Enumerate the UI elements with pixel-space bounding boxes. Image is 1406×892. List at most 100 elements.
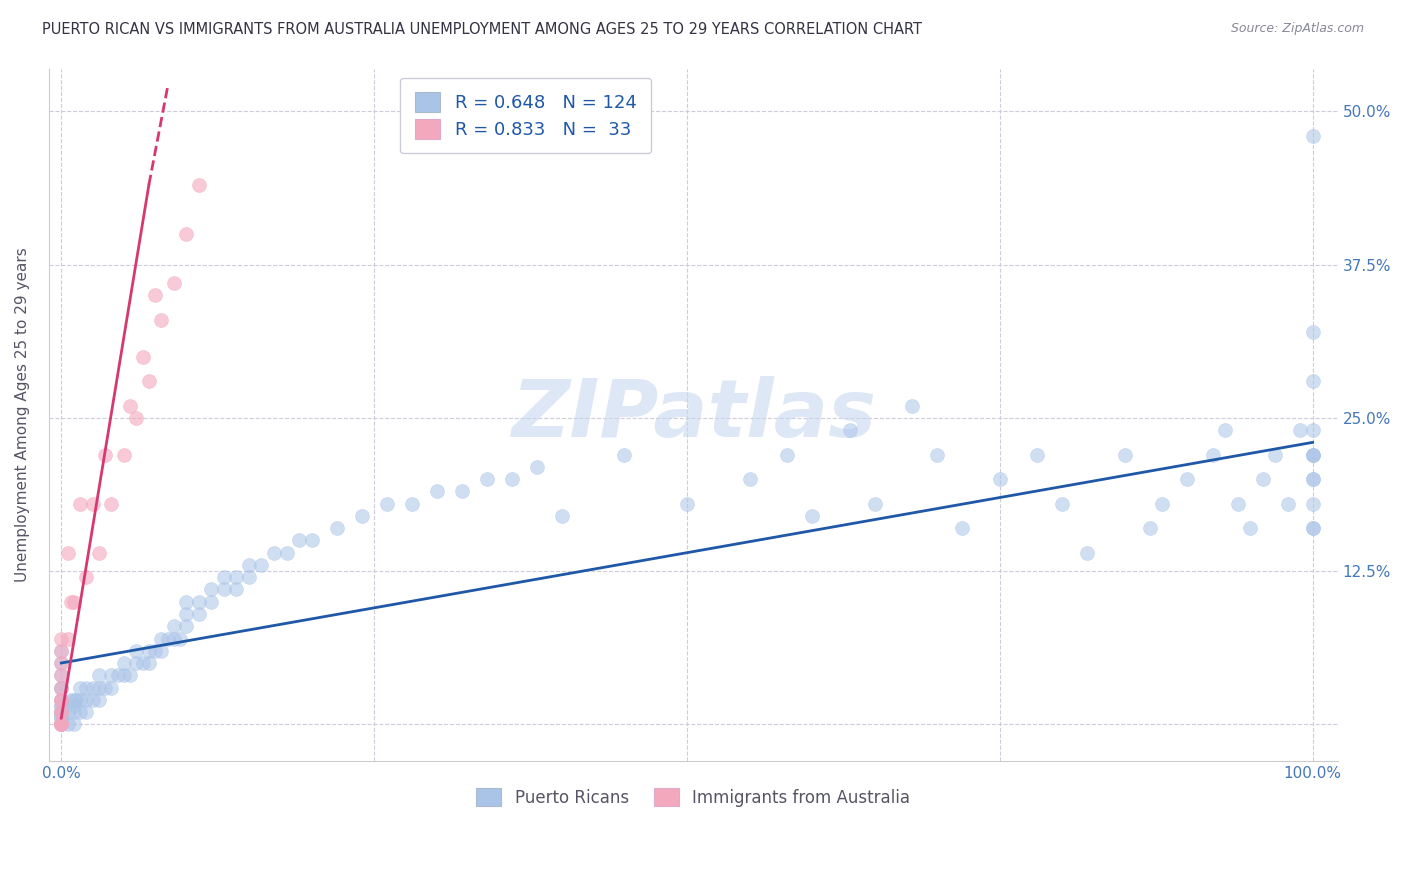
Point [56, 717, 79, 731]
Point [56, 705, 79, 719]
Point [51, 668, 73, 682]
Point [225, 582, 247, 597]
Point [51, 717, 73, 731]
Point [100, 497, 122, 511]
Point [501, 472, 523, 486]
Point [87, 668, 110, 682]
Point [51, 693, 73, 707]
Point [51, 681, 73, 695]
Legend: Puerto Ricans, Immigrants from Australia: Puerto Ricans, Immigrants from Australia [468, 780, 918, 815]
Point [51, 717, 73, 731]
Point [1052, 497, 1074, 511]
Point [75, 705, 97, 719]
Point [51, 681, 73, 695]
Point [238, 570, 260, 584]
Point [87, 681, 110, 695]
Point [950, 521, 973, 535]
Point [150, 313, 173, 327]
Point [475, 472, 498, 486]
Point [1289, 423, 1312, 437]
Point [51, 693, 73, 707]
Point [75, 681, 97, 695]
Point [107, 668, 129, 682]
Point [69, 681, 91, 695]
Point [65, 693, 87, 707]
Point [51, 717, 73, 731]
Point [51, 698, 73, 713]
Point [187, 607, 209, 621]
Point [51, 693, 73, 707]
Point [69, 705, 91, 719]
Point [150, 632, 173, 646]
Point [138, 374, 160, 388]
Point [263, 546, 285, 560]
Point [75, 693, 97, 707]
Point [1302, 448, 1324, 462]
Point [776, 448, 799, 462]
Point [51, 711, 73, 725]
Point [1277, 497, 1299, 511]
Point [526, 459, 548, 474]
Point [450, 484, 472, 499]
Point [87, 693, 110, 707]
Point [62, 693, 84, 707]
Point [238, 558, 260, 572]
Point [100, 668, 122, 682]
Point [1302, 497, 1324, 511]
Point [120, 399, 142, 413]
Point [1302, 423, 1324, 437]
Text: ZIPatlas: ZIPatlas [510, 376, 876, 454]
Point [51, 717, 73, 731]
Point [187, 595, 209, 609]
Point [1139, 521, 1161, 535]
Point [51, 705, 73, 719]
Point [100, 681, 122, 695]
Point [250, 558, 273, 572]
Point [51, 717, 73, 731]
Point [1302, 325, 1324, 339]
Point [120, 668, 142, 682]
Point [1201, 448, 1223, 462]
Point [51, 681, 73, 695]
Point [200, 582, 222, 597]
Point [51, 698, 73, 713]
Point [1026, 448, 1049, 462]
Point [51, 693, 73, 707]
Text: Source: ZipAtlas.com: Source: ZipAtlas.com [1230, 22, 1364, 36]
Point [1302, 472, 1324, 486]
Point [143, 288, 166, 302]
Point [51, 717, 73, 731]
Point [51, 705, 73, 719]
Point [82, 693, 104, 707]
Point [1302, 521, 1324, 535]
Point [51, 632, 73, 646]
Point [426, 484, 449, 499]
Point [1302, 128, 1324, 143]
Point [738, 472, 761, 486]
Point [51, 705, 73, 719]
Point [276, 546, 298, 560]
Point [69, 497, 91, 511]
Point [350, 508, 373, 523]
Point [1302, 448, 1324, 462]
Point [51, 644, 73, 658]
Point [125, 644, 148, 658]
Point [176, 595, 198, 609]
Point [1302, 374, 1324, 388]
Point [200, 595, 222, 609]
Point [156, 632, 179, 646]
Point [138, 644, 160, 658]
Point [94, 448, 117, 462]
Point [1152, 497, 1174, 511]
Point [863, 497, 886, 511]
Point [51, 711, 73, 725]
Point [62, 705, 84, 719]
Point [1226, 497, 1249, 511]
Point [176, 619, 198, 633]
Point [212, 570, 235, 584]
Point [1213, 423, 1236, 437]
Point [1239, 521, 1261, 535]
Point [225, 570, 247, 584]
Point [143, 644, 166, 658]
Point [1302, 472, 1324, 486]
